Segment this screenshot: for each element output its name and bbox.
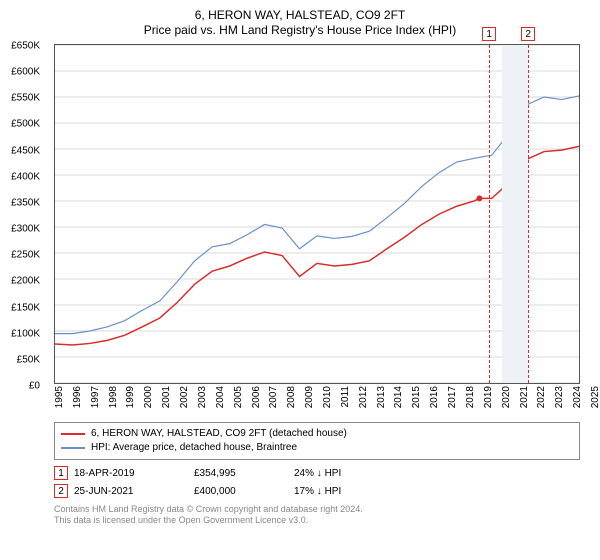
x-tick-label: 2015 xyxy=(411,386,422,408)
x-tick-label: 2002 xyxy=(179,386,190,408)
sale-delta: 17% ↓ HPI xyxy=(294,486,414,497)
y-tick-label: £50K xyxy=(17,354,40,365)
legend-item: 6, HERON WAY, HALSTEAD, CO9 2FT (detache… xyxy=(61,427,573,441)
sale-marker-idx: 2 xyxy=(54,484,68,498)
x-tick-label: 2013 xyxy=(376,386,387,408)
x-tick-label: 2016 xyxy=(429,386,440,408)
x-tick-label: 2024 xyxy=(572,386,583,408)
x-tick-label: 2005 xyxy=(233,386,244,408)
y-tick-label: £600K xyxy=(11,67,40,78)
x-tick-label: 2022 xyxy=(536,386,547,408)
y-tick-label: £400K xyxy=(11,171,40,182)
sale-date: 18-APR-2019 xyxy=(74,468,194,479)
legend-swatch xyxy=(61,447,85,449)
x-tick-label: 2012 xyxy=(358,386,369,408)
x-tick-label: 2017 xyxy=(447,386,458,408)
x-tick-label: 2001 xyxy=(161,386,172,408)
y-tick-label: £550K xyxy=(11,93,40,104)
x-tick-label: 2000 xyxy=(143,386,154,408)
y-tick-label: £300K xyxy=(11,224,40,235)
x-tick-label: 1999 xyxy=(125,386,136,408)
x-tick-label: 2008 xyxy=(286,386,297,408)
x-tick-label: 2007 xyxy=(268,386,279,408)
chart-title: 6, HERON WAY, HALSTEAD, CO9 2FT xyxy=(10,8,590,23)
y-tick-label: £200K xyxy=(11,276,40,287)
legend-swatch xyxy=(61,433,85,435)
chart-title-block: 6, HERON WAY, HALSTEAD, CO9 2FT Price pa… xyxy=(10,8,590,38)
sale-marker-box: 1 xyxy=(482,27,496,41)
legend-label: HPI: Average price, detached house, Brai… xyxy=(91,441,297,455)
x-tick-label: 2011 xyxy=(340,386,351,408)
y-tick-label: £500K xyxy=(11,119,40,130)
x-tick-label: 2019 xyxy=(483,386,494,408)
x-axis: 1995 1996 1997 1998 1999 2000 2001 2002 2003 2004… xyxy=(54,384,580,418)
y-tick-label: £450K xyxy=(11,145,40,156)
x-tick-label: 2014 xyxy=(393,386,404,408)
y-tick-label: £0 xyxy=(29,381,40,392)
sale-dash-line xyxy=(528,45,529,383)
footer-line: Contains HM Land Registry data © Crown c… xyxy=(54,504,580,515)
x-tick-label: 2023 xyxy=(554,386,565,408)
plot-svg xyxy=(55,45,579,383)
x-tick-label: 2025 xyxy=(590,386,600,408)
sale-marker-idx: 1 xyxy=(54,466,68,480)
sale-delta: 24% ↓ HPI xyxy=(294,468,414,479)
footer-line: This data is licensed under the Open Gov… xyxy=(54,515,580,526)
y-axis: £0£50K£100K£150K£200K£250K£300K£350K£400… xyxy=(0,46,42,386)
y-tick-label: £350K xyxy=(11,197,40,208)
x-tick-label: 2003 xyxy=(197,386,208,408)
sale-date: 25-JUN-2021 xyxy=(74,486,194,497)
x-tick-label: 2004 xyxy=(215,386,226,408)
legend-label: 6, HERON WAY, HALSTEAD, CO9 2FT (detache… xyxy=(91,427,347,441)
recession-band xyxy=(502,45,529,383)
sale-price: £400,000 xyxy=(194,486,294,497)
x-tick-label: 2020 xyxy=(501,386,512,408)
y-tick-label: £650K xyxy=(11,41,40,52)
y-tick-label: £250K xyxy=(11,250,40,261)
x-tick-label: 2018 xyxy=(465,386,476,408)
footer: Contains HM Land Registry data © Crown c… xyxy=(54,504,580,527)
y-tick-label: £150K xyxy=(11,302,40,313)
x-tick-label: 2006 xyxy=(251,386,262,408)
chart-container: 6, HERON WAY, HALSTEAD, CO9 2FT Price pa… xyxy=(0,0,600,560)
x-tick-label: 2009 xyxy=(304,386,315,408)
x-tick-label: 2010 xyxy=(322,386,333,408)
sale-marker-box: 2 xyxy=(521,27,535,41)
y-tick-label: £100K xyxy=(11,328,40,339)
sale-dash-line xyxy=(489,45,490,383)
sale-price: £354,995 xyxy=(194,468,294,479)
legend: 6, HERON WAY, HALSTEAD, CO9 2FT (detache… xyxy=(54,422,580,460)
x-tick-label: 1998 xyxy=(108,386,119,408)
chart-subtitle: Price paid vs. HM Land Registry's House … xyxy=(10,23,590,38)
x-tick-label: 1995 xyxy=(54,386,65,408)
x-tick-label: 1997 xyxy=(90,386,101,408)
sales-table: 1 18-APR-2019 £354,995 24% ↓ HPI 2 25-JU… xyxy=(54,466,580,498)
legend-item: HPI: Average price, detached house, Brai… xyxy=(61,441,573,455)
plot-area: 12 xyxy=(54,44,580,384)
x-tick-label: 1996 xyxy=(72,386,83,408)
x-tick-label: 2021 xyxy=(519,386,530,408)
